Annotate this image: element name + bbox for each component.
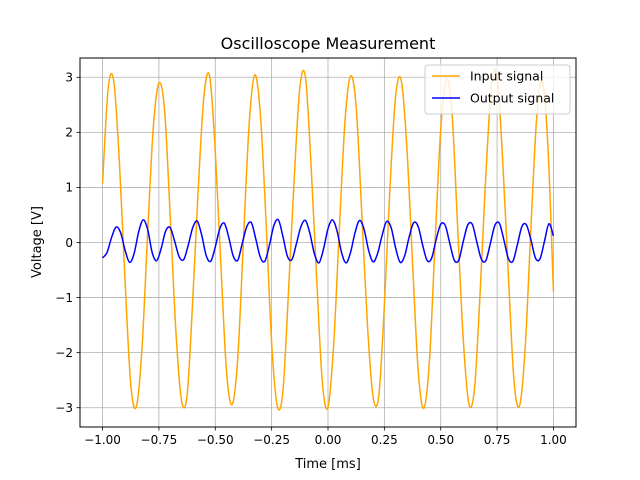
series-line-output-signal [101, 218, 555, 264]
series-layer [101, 68, 555, 411]
x-tick-label: 0.00 [315, 433, 342, 447]
x-tick-label: −0.25 [253, 433, 290, 447]
x-tick-label: 1.00 [540, 433, 567, 447]
y-tick-label: 0 [65, 236, 73, 250]
legend-label-output-signal: Output signal [470, 91, 554, 106]
y-axis-label: Voltage [V] [30, 206, 45, 278]
y-tick-label: 2 [65, 126, 73, 140]
x-tick-label: −0.50 [197, 433, 234, 447]
x-tick-label: −0.75 [141, 433, 178, 447]
x-tick-label: −1.00 [84, 433, 121, 447]
x-tick-label: 0.25 [371, 433, 398, 447]
y-tick-label: −3 [55, 401, 73, 415]
x-axis-label: Time [ms] [294, 457, 361, 472]
legend: Input signal Output signal [424, 64, 571, 115]
x-tick-label: 0.75 [484, 433, 511, 447]
y-axis: −3 −2 −1 0 1 2 3 [55, 71, 80, 415]
chart-title: Oscilloscope Measurement [221, 34, 436, 53]
series-line-input-signal [101, 68, 555, 411]
y-tick-label: −1 [55, 291, 73, 305]
y-tick-label: 3 [65, 71, 73, 85]
x-axis: −1.00 −0.75 −0.50 −0.25 0.00 0.25 0.50 0.75 1.00 [84, 427, 567, 447]
legend-label-input-signal: Input signal [470, 69, 543, 84]
y-tick-label: 1 [65, 181, 73, 195]
x-tick-label: 0.50 [427, 433, 454, 447]
legend-box [424, 64, 571, 115]
y-tick-label: −2 [55, 346, 73, 360]
